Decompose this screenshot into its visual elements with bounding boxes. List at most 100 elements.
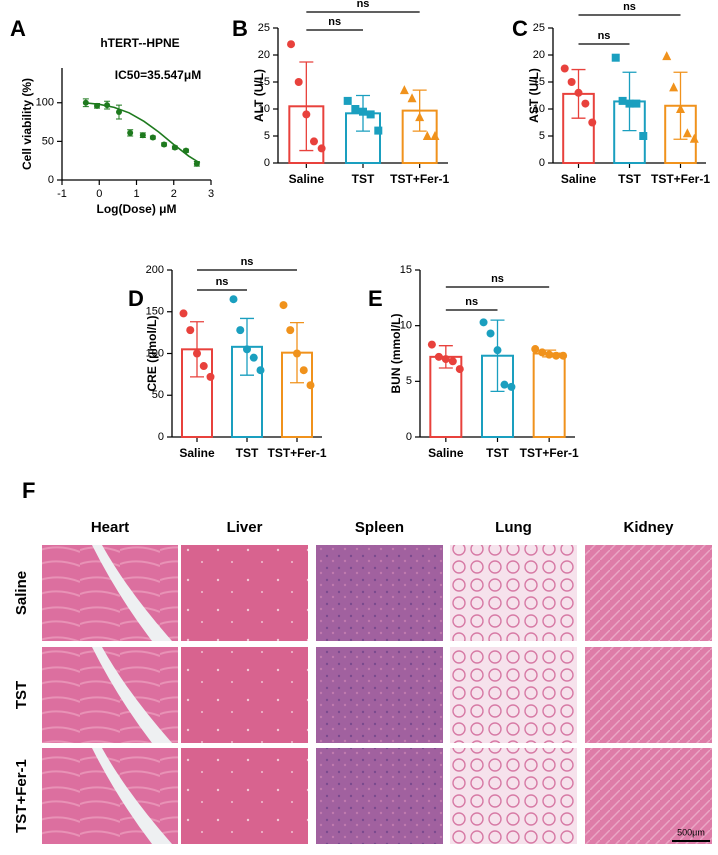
data-point xyxy=(441,355,450,364)
data-point xyxy=(625,99,634,108)
data-point xyxy=(193,349,201,358)
column-header: Heart xyxy=(91,519,129,536)
data-point xyxy=(302,110,311,119)
bar xyxy=(532,352,566,438)
histology-image xyxy=(316,748,443,844)
data-point xyxy=(206,372,215,381)
y-tick-label: 0 xyxy=(539,157,545,169)
data-point xyxy=(183,147,190,154)
data-point xyxy=(632,99,641,108)
data-point xyxy=(249,353,258,362)
y-tick-label: 50 xyxy=(42,135,54,147)
histology-image xyxy=(181,545,308,641)
data-point xyxy=(293,349,301,358)
data-point xyxy=(415,112,425,122)
error-bar xyxy=(490,319,505,393)
x-tick-label: TST xyxy=(352,172,375,186)
x-tick-label: TST+Fer-1 xyxy=(390,172,449,186)
histology-image xyxy=(316,545,443,641)
data-point xyxy=(299,366,308,375)
y-tick-label: 25 xyxy=(258,22,270,34)
y-axis-label: ALT (U/L) xyxy=(252,69,266,122)
histology-image xyxy=(450,647,577,743)
error-bar xyxy=(299,61,314,152)
data-point xyxy=(455,365,464,374)
data-point xyxy=(309,137,318,146)
y-tick-label: 5 xyxy=(539,130,545,142)
y-tick-label: 100 xyxy=(36,97,54,109)
data-point xyxy=(104,102,111,109)
data-point xyxy=(427,340,436,349)
x-tick-label: Saline xyxy=(289,172,325,186)
data-point xyxy=(359,107,367,116)
y-axis-label: AST (U/L) xyxy=(527,68,541,123)
data-point xyxy=(287,40,296,49)
x-tick-label: TST+Fer-1 xyxy=(651,172,710,186)
column-header: Kidney xyxy=(623,519,674,536)
data-point xyxy=(236,326,245,335)
data-point xyxy=(294,78,303,86)
histology-image xyxy=(585,647,712,743)
tissue-gap xyxy=(92,545,172,641)
data-point xyxy=(407,93,417,103)
histology-image xyxy=(316,647,443,743)
y-tick-label: 0 xyxy=(48,174,54,186)
x-tick-label: TST+Fer-1 xyxy=(267,446,326,460)
y-axis-label: Cell viability (%) xyxy=(20,78,34,170)
data-point xyxy=(588,118,597,127)
tissue-gap xyxy=(92,647,172,743)
data-point xyxy=(351,105,360,113)
data-point xyxy=(560,64,569,73)
y-tick-label: 5 xyxy=(264,130,270,142)
significance-label: ns xyxy=(491,273,504,285)
x-axis-label: Log(Dose) μM xyxy=(97,202,177,216)
significance-label: ns xyxy=(328,16,341,28)
data-point xyxy=(306,381,315,390)
data-point xyxy=(676,104,685,113)
data-point xyxy=(538,348,547,357)
x-tick-label: Saline xyxy=(179,446,215,460)
data-point xyxy=(682,128,692,138)
y-tick-label: 15 xyxy=(533,76,545,88)
significance-label: ns xyxy=(216,276,229,288)
data-point xyxy=(448,357,457,366)
data-point xyxy=(567,78,576,86)
data-point xyxy=(343,96,352,105)
x-tick-label: -1 xyxy=(57,188,67,200)
data-point xyxy=(611,53,620,62)
histology-image xyxy=(450,545,577,641)
column-header: Lung xyxy=(495,519,532,536)
y-tick-label: 0 xyxy=(264,157,270,169)
y-tick-label: 10 xyxy=(400,320,412,332)
data-point xyxy=(639,132,648,140)
column-header: Spleen xyxy=(355,519,404,536)
data-point xyxy=(559,351,568,360)
significance-label: ns xyxy=(623,1,636,13)
y-tick-label: 200 xyxy=(146,264,164,276)
data-point xyxy=(545,350,554,359)
data-point xyxy=(374,126,383,135)
data-point xyxy=(507,382,516,391)
data-point xyxy=(171,144,178,151)
data-point xyxy=(581,99,590,108)
data-point xyxy=(94,102,101,109)
y-tick-label: 0 xyxy=(406,431,412,443)
data-point xyxy=(127,129,134,136)
x-tick-label: 3 xyxy=(208,188,214,200)
y-tick-label: 50 xyxy=(152,389,164,401)
y-tick-label: 10 xyxy=(533,103,545,115)
data-point xyxy=(486,329,495,338)
data-point xyxy=(552,351,561,360)
y-tick-label: 20 xyxy=(258,49,270,61)
panel-label: E xyxy=(368,286,383,311)
data-point xyxy=(662,51,672,61)
data-point xyxy=(149,134,156,141)
histology-image xyxy=(181,748,308,844)
chart-title: hTERT--HPNE xyxy=(100,36,179,50)
data-point xyxy=(279,301,288,310)
scale-bar-label: 500μm xyxy=(677,827,705,837)
y-tick-label: 15 xyxy=(400,264,412,276)
data-point xyxy=(186,326,195,335)
histology-image xyxy=(181,647,308,743)
data-point xyxy=(82,99,89,106)
